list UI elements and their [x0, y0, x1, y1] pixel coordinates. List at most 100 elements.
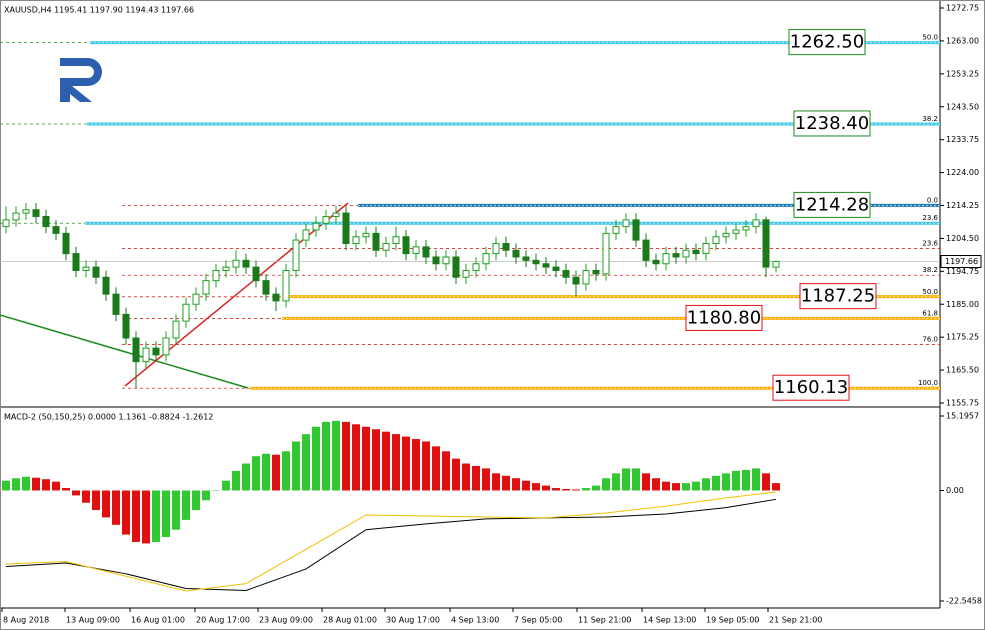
- histogram-bar: [502, 475, 510, 491]
- histogram-bar: [322, 421, 330, 491]
- candle-body: [112, 293, 120, 315]
- candle-body: [212, 269, 220, 282]
- candle-body: [602, 232, 610, 275]
- candle-body: [162, 337, 170, 356]
- histogram-bar: [482, 468, 490, 491]
- level-box: [793, 191, 871, 218]
- x-tick-label: 11 Sep 21:00: [578, 616, 631, 625]
- candle-body: [662, 253, 670, 265]
- fib-label: 38.2: [922, 266, 938, 274]
- trend-line: [0, 314, 249, 389]
- candle-body: [12, 212, 20, 221]
- histogram-bar: [262, 453, 270, 491]
- candle-body: [322, 215, 330, 224]
- candle-body: [482, 253, 490, 265]
- candle-body: [562, 269, 570, 278]
- y-tick-label: 1224.00: [946, 168, 979, 177]
- candle-body: [712, 236, 720, 244]
- candle-body: [262, 280, 270, 295]
- candle-body: [472, 263, 480, 271]
- histogram-bar: [132, 490, 140, 542]
- histogram-bar: [672, 483, 680, 491]
- histogram-bar: [302, 434, 310, 491]
- indicator-line: [5, 498, 777, 591]
- candle-body: [242, 259, 250, 268]
- candle-body: [152, 347, 160, 356]
- histogram-bar: [492, 473, 500, 491]
- histogram-bar: [522, 480, 530, 491]
- candle-body: [222, 266, 230, 271]
- y-tick-label: 1185.00: [946, 300, 979, 309]
- histogram-bar: [682, 483, 690, 491]
- histogram-bar: [582, 488, 590, 491]
- candle-body: [422, 246, 430, 258]
- candle-body: [192, 293, 200, 305]
- level-box: [799, 283, 877, 310]
- histogram-bar: [472, 465, 480, 491]
- histogram-bar: [232, 470, 240, 491]
- histogram-bar: [32, 477, 40, 491]
- candle-body: [552, 266, 560, 271]
- fib-label: 23.6: [922, 214, 938, 222]
- y-tick-label: 1243.50: [946, 102, 979, 111]
- histogram-bar: [712, 475, 720, 491]
- candle-body: [652, 259, 660, 265]
- candle-body: [502, 242, 510, 251]
- level-box: [788, 29, 866, 56]
- histogram-bar: [62, 488, 70, 491]
- histogram-bar: [412, 439, 420, 491]
- candle-body: [232, 259, 240, 268]
- histogram-bar: [142, 490, 150, 544]
- candle-body: [392, 236, 400, 244]
- candle-body: [772, 261, 780, 268]
- candle-body: [22, 209, 30, 214]
- candle-body: [82, 266, 90, 271]
- candle-body: [732, 229, 740, 234]
- histogram-bar: [172, 490, 180, 530]
- histogram-bar: [2, 480, 10, 491]
- candle-body: [702, 242, 710, 255]
- fib-label: 0.0: [927, 196, 938, 204]
- y-tick-label: 1233.75: [946, 135, 979, 144]
- candle-body: [742, 226, 750, 231]
- candle-body: [582, 269, 590, 285]
- histogram-bar: [552, 488, 560, 491]
- trend-line: [124, 202, 349, 387]
- candle-body: [622, 219, 630, 228]
- candle-body: [432, 256, 440, 265]
- histogram-bar: [92, 490, 100, 511]
- candle-body: [532, 259, 540, 265]
- candle-body: [612, 226, 620, 234]
- histogram-bar: [332, 420, 340, 491]
- y-tick-label: -22.5458: [946, 597, 982, 606]
- y-tick-label: 0.00: [946, 486, 964, 495]
- x-tick-label: 8 Aug 2018: [3, 616, 49, 625]
- histogram-bar: [512, 478, 520, 491]
- histogram-bar: [252, 456, 260, 491]
- histogram-bar: [102, 490, 110, 518]
- histogram-bar: [642, 473, 650, 491]
- histogram-bar: [42, 479, 50, 491]
- histogram-bar: [202, 490, 210, 501]
- fib-label: 50.0: [922, 288, 938, 296]
- histogram-bar: [462, 463, 470, 491]
- histogram-bar: [652, 478, 660, 491]
- histogram-bar: [742, 469, 750, 491]
- histogram-bar: [662, 481, 670, 491]
- x-tick-label: 19 Sep 05:00: [706, 616, 759, 625]
- candle-body: [342, 212, 350, 244]
- candle-body: [132, 337, 140, 363]
- candle-body: [142, 347, 150, 363]
- y-tick-label: 1204.50: [946, 234, 979, 243]
- candle-body: [272, 293, 280, 302]
- candle-body: [762, 219, 770, 268]
- candle-body: [632, 219, 640, 241]
- histogram-bar: [752, 468, 760, 491]
- candle-body: [372, 232, 380, 251]
- histogram-bar: [372, 429, 380, 491]
- candle-body: [252, 266, 260, 282]
- histogram-bar: [352, 424, 360, 491]
- candle-body: [352, 236, 360, 244]
- current-price-label: 1197.66: [945, 257, 978, 266]
